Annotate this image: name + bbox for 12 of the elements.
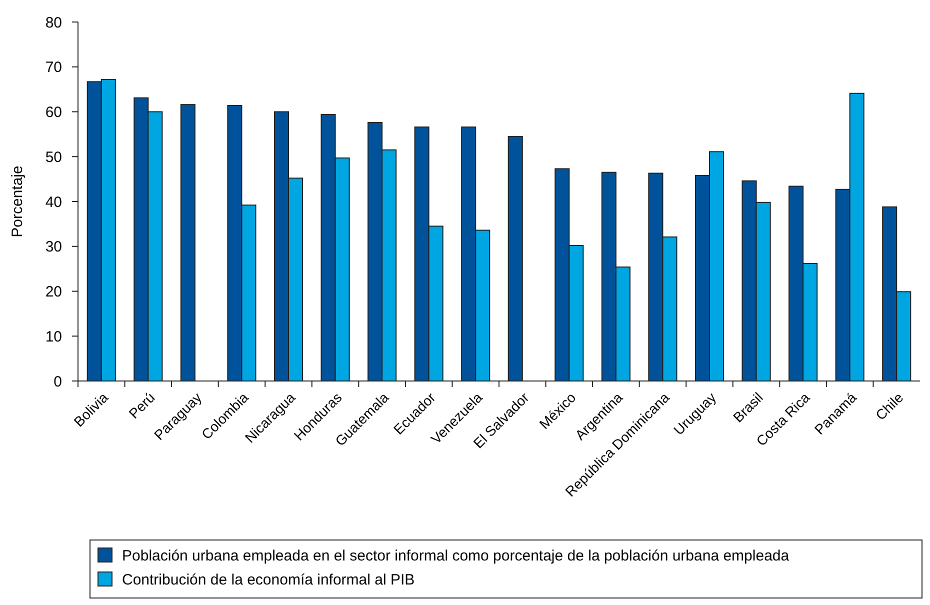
legend-label: Contribución de la economía informal al PIB	[122, 571, 415, 588]
y-tick-label: 20	[45, 284, 62, 300]
legend-label: Población urbana empleada en el sector informal como porcentaje de la población urbana empleada	[122, 547, 790, 564]
y-tick-label: 30	[45, 238, 62, 256]
y-tick-label: 60	[45, 104, 62, 121]
y-tick-label: 40	[45, 194, 62, 211]
y-tick-label: 70	[45, 59, 62, 76]
y-tick-label: 80	[45, 14, 62, 32]
y-axis-title: Porcentaje	[9, 166, 26, 238]
y-tick-label: 0	[54, 373, 62, 390]
y-tick-label: 50	[45, 148, 62, 166]
y-tick-label: 10	[45, 328, 62, 346]
